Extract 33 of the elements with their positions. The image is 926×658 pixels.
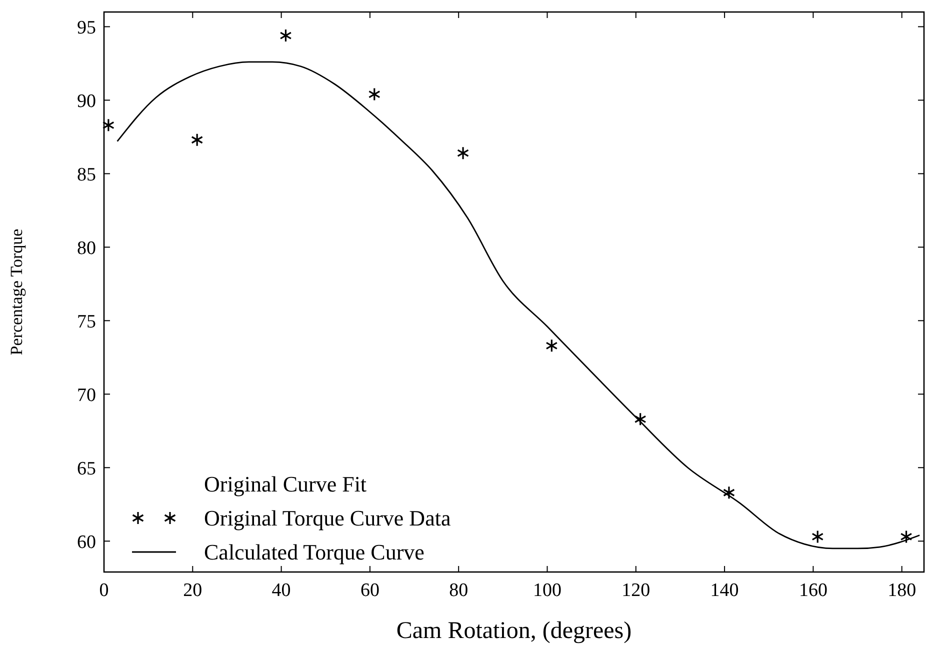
point	[191, 133, 204, 147]
x-tick-label: 140	[710, 580, 739, 601]
point	[102, 118, 114, 132]
point	[634, 412, 646, 426]
point	[368, 88, 380, 102]
point	[900, 530, 912, 544]
point	[722, 486, 735, 500]
x-tick-label: 20	[183, 580, 202, 601]
point	[812, 530, 824, 544]
y-tick-label: 60	[77, 532, 96, 553]
x-tick-label: 40	[272, 580, 291, 601]
y-tick-label: 90	[77, 90, 96, 112]
y-tick-label: 80	[77, 238, 96, 259]
y-tick-label: 85	[77, 164, 96, 186]
x-tick-label: 60	[360, 580, 380, 601]
point	[457, 146, 470, 160]
y-axis-title: Percentage Torque	[7, 228, 26, 356]
point	[280, 28, 292, 42]
x-tick-label: 0	[99, 580, 109, 601]
x-tick-label: 160	[798, 580, 828, 601]
y-tick-label: 65	[77, 458, 96, 480]
annotation: Original Curve Fit	[204, 472, 367, 497]
legend-label: Calculated Torque Curve	[204, 540, 424, 565]
x-tick-label: 180	[888, 580, 916, 601]
legend-label: Original Torque Curve Data	[204, 506, 451, 531]
point	[546, 338, 558, 352]
y-tick-label: 75	[77, 311, 96, 332]
y-tick-label: 70	[77, 384, 96, 406]
x-tick-label: 100	[532, 580, 562, 601]
y-tick-label: 95	[77, 17, 96, 38]
x-axis-title: Cam Rotation, (degrees)	[396, 618, 632, 644]
x-tick-label: 80	[449, 580, 468, 601]
x-tick-label: 120	[622, 580, 650, 601]
